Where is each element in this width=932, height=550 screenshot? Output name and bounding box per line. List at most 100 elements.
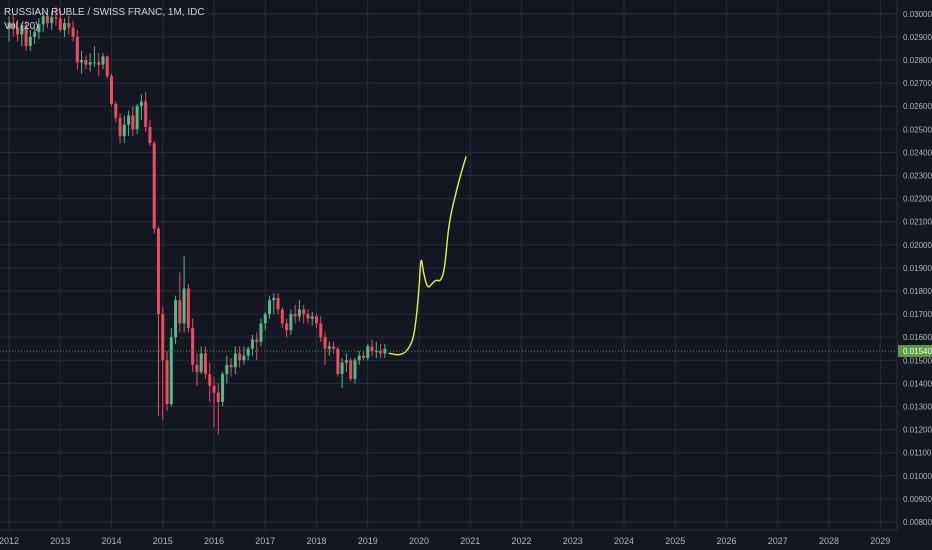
candle[interactable]: [340, 357, 344, 389]
candle[interactable]: [315, 314, 318, 328]
candle[interactable]: [88, 53, 92, 72]
candle[interactable]: [221, 371, 225, 407]
candle[interactable]: [272, 293, 276, 315]
candle[interactable]: [127, 110, 131, 137]
candle[interactable]: [225, 355, 229, 384]
candle[interactable]: [276, 293, 280, 315]
candle[interactable]: [135, 103, 139, 134]
candle[interactable]: [250, 334, 254, 356]
volume-indicator-label[interactable]: Vol (20): [4, 21, 39, 32]
candle[interactable]: [80, 50, 84, 74]
candle[interactable]: [54, 6, 58, 26]
candle[interactable]: [349, 357, 353, 382]
candle[interactable]: [16, 19, 20, 42]
candle[interactable]: [41, 11, 45, 33]
candle[interactable]: [366, 344, 370, 361]
candle[interactable]: [131, 106, 135, 137]
candle[interactable]: [323, 332, 327, 365]
price-axis[interactable]: 0.03000 0.02900 0.02800 0.02700 0.02600 0.025…: [903, 10, 932, 527]
symbol-title[interactable]: RUSSIAN RUBLE / SWISS FRANC, 1M, IDC: [4, 7, 205, 18]
candle[interactable]: [178, 272, 182, 333]
candle[interactable]: [139, 94, 143, 121]
candle[interactable]: [285, 318, 289, 338]
candle[interactable]: [186, 284, 190, 333]
candle-body: [238, 353, 242, 361]
candle[interactable]: [37, 18, 41, 40]
candle[interactable]: [293, 304, 297, 324]
candle[interactable]: [353, 357, 357, 384]
candle[interactable]: [242, 346, 246, 365]
candle[interactable]: [84, 55, 88, 70]
candle[interactable]: [105, 55, 109, 79]
time-axis[interactable]: 2012 2013 2014 2015 2016 2017 2018 2019 2020 2021…: [0, 536, 890, 546]
candle[interactable]: [246, 346, 250, 361]
candle[interactable]: [122, 115, 126, 144]
candle[interactable]: [208, 362, 212, 402]
candle[interactable]: [58, 9, 62, 33]
candle[interactable]: [233, 346, 237, 375]
candle[interactable]: [310, 311, 314, 326]
projection-path[interactable]: [388, 156, 467, 356]
candle[interactable]: [152, 140, 156, 234]
candle[interactable]: [165, 351, 169, 412]
candle[interactable]: [195, 353, 199, 386]
candle[interactable]: [7, 16, 11, 42]
candle[interactable]: [336, 346, 340, 377]
candle[interactable]: [327, 341, 331, 356]
candle[interactable]: [174, 295, 178, 345]
candle[interactable]: [374, 341, 378, 358]
candle[interactable]: [20, 23, 24, 47]
candle[interactable]: [161, 307, 165, 421]
candle[interactable]: [114, 101, 118, 123]
candle[interactable]: [263, 311, 267, 331]
candle[interactable]: [203, 346, 207, 379]
current-price-line: 0.01540: [0, 345, 932, 358]
candle[interactable]: [268, 295, 272, 319]
year-tick-label: 2016: [204, 536, 224, 546]
candle[interactable]: [33, 27, 37, 44]
candle[interactable]: [306, 309, 310, 324]
candle[interactable]: [370, 339, 374, 356]
candle[interactable]: [238, 346, 242, 368]
candle[interactable]: [379, 344, 383, 358]
candle[interactable]: [361, 351, 365, 361]
candle-body: [58, 18, 62, 30]
candle[interactable]: [45, 9, 49, 28]
year-tick-label: 2022: [511, 536, 531, 546]
candle[interactable]: [212, 376, 216, 428]
candle[interactable]: [144, 92, 148, 132]
candle[interactable]: [302, 304, 306, 324]
candle-body: [54, 17, 58, 19]
candle[interactable]: [24, 20, 28, 51]
candle[interactable]: [28, 29, 32, 51]
candle[interactable]: [67, 16, 71, 35]
candle-body: [379, 351, 383, 354]
candle[interactable]: [110, 73, 113, 107]
candle[interactable]: [92, 46, 96, 67]
candle[interactable]: [259, 318, 263, 347]
projection-drawing[interactable]: [388, 156, 467, 356]
candle[interactable]: [156, 226, 160, 416]
candle[interactable]: [101, 53, 105, 70]
candle[interactable]: [71, 20, 75, 42]
candle[interactable]: [11, 13, 15, 37]
candle[interactable]: [63, 18, 67, 37]
candle[interactable]: [148, 120, 152, 146]
candle[interactable]: [229, 357, 233, 377]
candle[interactable]: [319, 316, 323, 342]
candle[interactable]: [118, 113, 122, 144]
candle[interactable]: [75, 29, 79, 70]
candle[interactable]: [297, 300, 301, 322]
candle[interactable]: [289, 309, 293, 335]
candle[interactable]: [191, 318, 195, 372]
candle[interactable]: [182, 256, 186, 333]
candle[interactable]: [50, 11, 54, 30]
candle[interactable]: [357, 351, 361, 365]
candle[interactable]: [216, 383, 220, 435]
candle[interactable]: [255, 332, 259, 361]
candle[interactable]: [280, 307, 284, 328]
candle[interactable]: [169, 327, 173, 407]
candle[interactable]: [344, 353, 348, 372]
candle[interactable]: [97, 53, 101, 77]
